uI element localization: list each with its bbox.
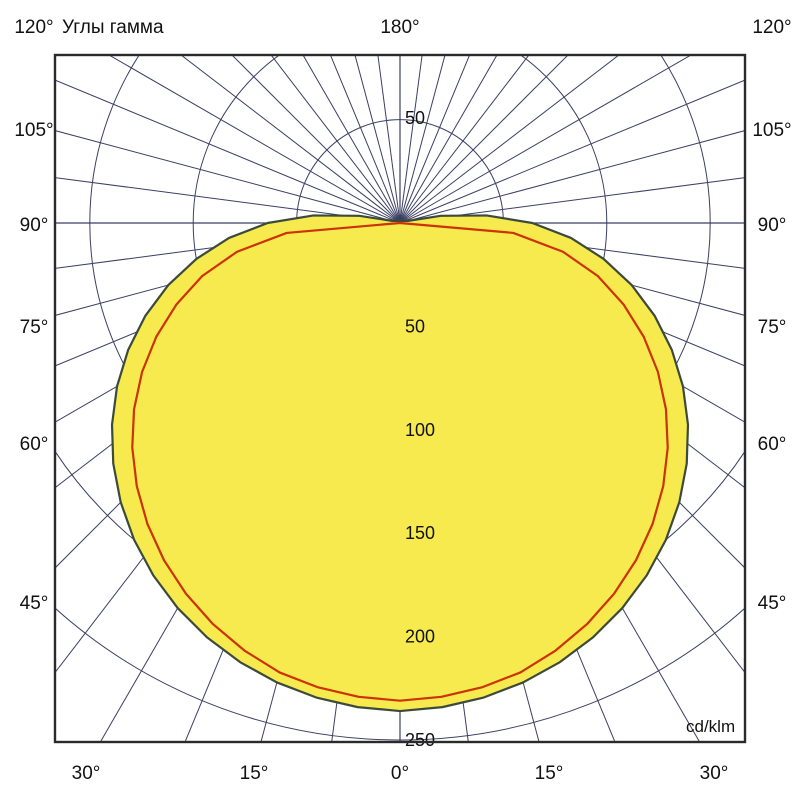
grid-spoke-135	[399, 55, 569, 224]
grid-spoke--120	[108, 55, 401, 224]
grid-spoke-165	[399, 55, 446, 224]
axis-label-right-75: 75°	[758, 317, 787, 338]
grid-spoke-120	[399, 55, 692, 224]
unit-label: cd/klm	[686, 717, 735, 736]
grid-spoke--150	[302, 55, 401, 224]
axis-label-bottom-15-left: 15°	[240, 763, 269, 784]
distribution-curve-c90	[131, 221, 669, 702]
grid-spoke-97.5	[399, 177, 745, 224]
chart-title: Углы гамма	[62, 17, 164, 38]
axis-label-bottom-0: 0°	[391, 763, 409, 784]
axis-label-bottom-15-right: 15°	[535, 763, 564, 784]
axis-label-top-180: 180°	[380, 17, 419, 38]
grid-spoke--157.5	[329, 55, 401, 224]
radial-tick-label-200: 200	[405, 627, 435, 647]
distribution-fill-c0	[112, 215, 688, 712]
axis-label-left-45: 45°	[20, 593, 49, 614]
grid-spoke--142.5	[270, 55, 401, 224]
distribution-curves	[110, 214, 690, 713]
axis-label-left-105: 105°	[14, 120, 53, 141]
grid-spoke--112.5	[55, 79, 401, 224]
distribution-curve-c0	[110, 214, 690, 713]
grid-spoke-172.5	[399, 55, 423, 224]
axis-label-left-75: 75°	[20, 317, 49, 338]
axis-label-right-90: 90°	[758, 215, 787, 236]
radial-tick-label-150: 150	[405, 523, 435, 543]
axis-label-right-45: 45°	[758, 593, 787, 614]
axis-label-bottom-30-left: 30°	[72, 763, 101, 784]
grid-spoke--165	[354, 55, 401, 224]
grid-spoke-142.5	[399, 55, 530, 224]
radial-tick-label-50: 50	[405, 316, 425, 336]
axis-label-left-120: 120°	[14, 17, 53, 38]
grid-spoke--97.5	[55, 177, 401, 224]
grid-spoke--172.5	[377, 55, 401, 224]
axis-label-left-60: 60°	[20, 434, 49, 455]
grid-spoke-150	[399, 55, 498, 224]
axis-label-right-120: 120°	[752, 17, 791, 38]
radial-tick-label-100: 100	[405, 420, 435, 440]
radial-tick-label-250: 250	[405, 730, 435, 750]
grid-spoke-105	[399, 130, 745, 224]
radial-tick-label-upper-50: 50	[405, 108, 425, 128]
axis-label-bottom-30-right: 30°	[700, 763, 729, 784]
radial-tick-labels: 50 50 100 150 200 250	[405, 108, 435, 750]
axis-label-right-105: 105°	[752, 120, 791, 141]
grid-spoke-112.5	[399, 79, 745, 224]
grid-spoke-157.5	[399, 55, 471, 224]
grid-spoke-127.5	[399, 55, 620, 224]
chart-frame	[53, 53, 747, 744]
axis-label-left-90: 90°	[20, 215, 49, 236]
grid-spoke--135	[231, 55, 401, 224]
axis-label-right-60: 60°	[758, 434, 787, 455]
grid-spoke--105	[55, 130, 401, 224]
grid-spoke--127.5	[180, 55, 401, 224]
